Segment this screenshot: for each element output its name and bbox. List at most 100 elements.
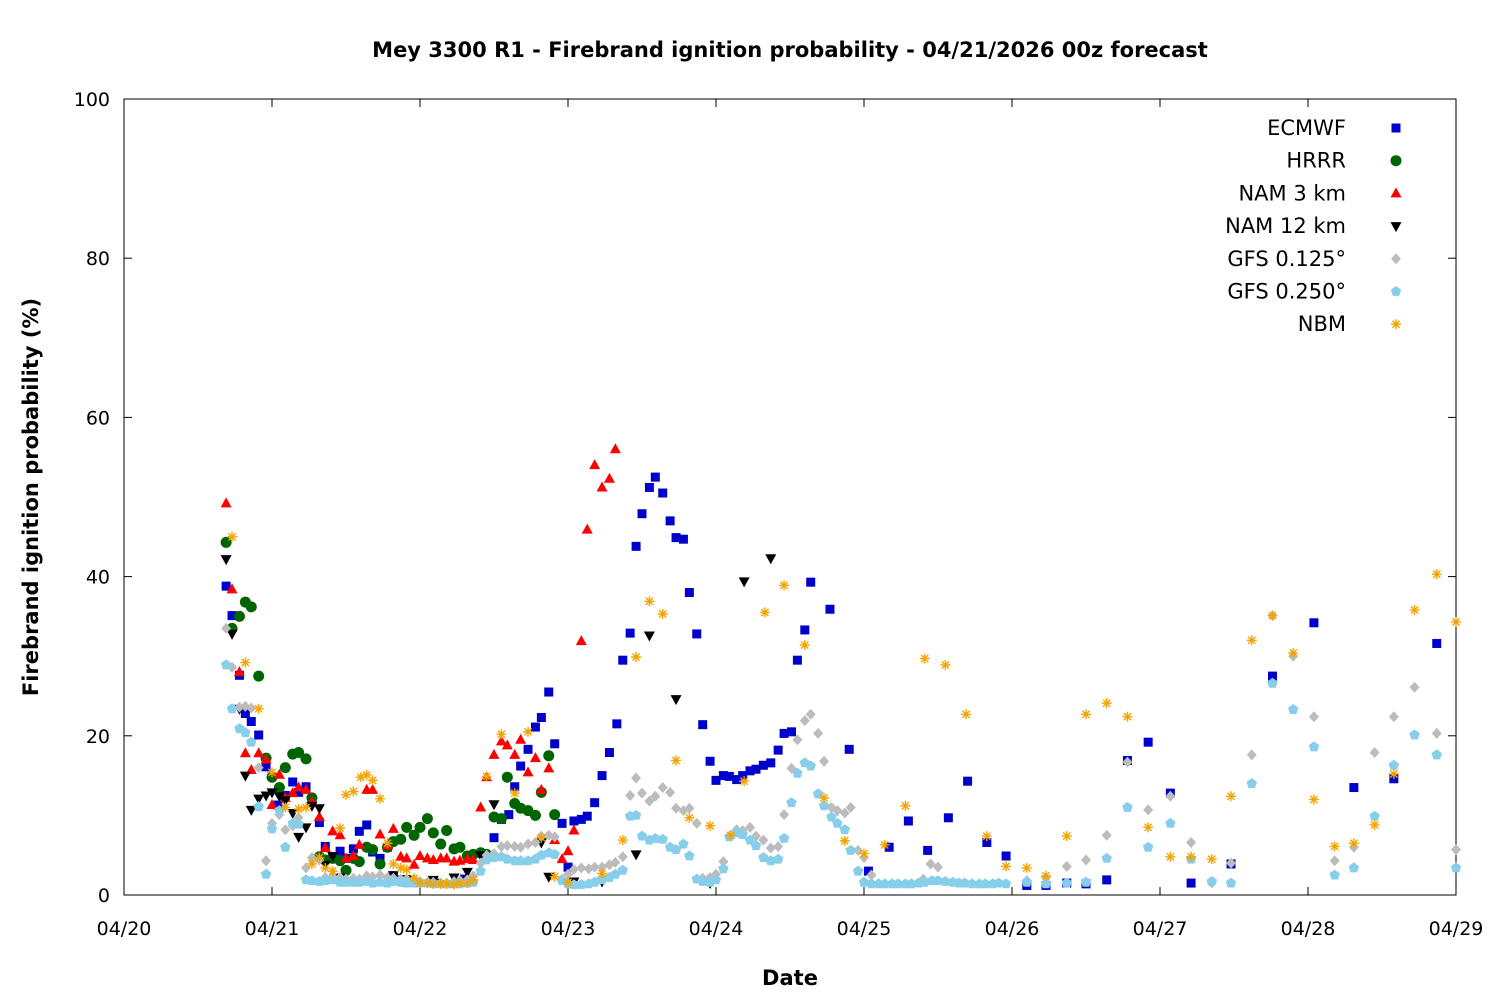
data-point [1348, 838, 1359, 849]
data-point [374, 876, 386, 887]
data-point [765, 554, 777, 565]
data-point [943, 813, 953, 823]
data-point [409, 873, 420, 884]
data-point [550, 739, 560, 749]
data-point [792, 734, 803, 746]
data-point [226, 629, 238, 640]
data-point [582, 811, 592, 821]
data-point [261, 855, 272, 867]
data-point [435, 878, 446, 889]
data-point [786, 797, 797, 808]
data-point [711, 775, 721, 785]
data-point [293, 818, 304, 829]
data-point [529, 752, 541, 763]
data-point [529, 809, 541, 821]
data-point [1206, 876, 1217, 886]
data-point [313, 810, 325, 821]
data-point [684, 802, 695, 814]
data-point [294, 787, 304, 797]
data-point [495, 813, 507, 825]
data-point [813, 727, 824, 739]
data-point [267, 767, 277, 778]
legend-marker [1390, 286, 1402, 296]
data-point [1186, 851, 1197, 862]
data-point [401, 852, 413, 863]
data-point [1369, 810, 1380, 821]
data-point [340, 864, 352, 876]
data-point [903, 816, 913, 826]
data-point [657, 609, 668, 620]
data-point [618, 655, 628, 665]
data-point [637, 787, 647, 799]
legend-marker [1391, 319, 1401, 330]
data-point [401, 877, 412, 888]
data-point [300, 823, 312, 834]
data-point [293, 832, 305, 843]
data-point [576, 879, 587, 890]
data-point [1450, 862, 1462, 873]
data-point [1308, 741, 1320, 752]
data-point [799, 715, 810, 727]
data-point [367, 775, 378, 786]
data-point [544, 687, 554, 697]
data-points [220, 443, 1462, 890]
data-point [495, 735, 507, 746]
data-point [1061, 860, 1072, 872]
data-point [819, 755, 830, 767]
data-point [563, 862, 573, 872]
data-point [401, 821, 413, 833]
data-point [1432, 638, 1442, 648]
data-point [220, 555, 232, 566]
data-point [839, 835, 850, 846]
data-point [253, 801, 264, 812]
data-point [678, 534, 688, 544]
data-point [462, 878, 473, 889]
data-point [906, 878, 917, 889]
data-point [603, 472, 615, 483]
data-point [395, 862, 406, 873]
data-point [1348, 862, 1360, 873]
data-point [597, 861, 608, 873]
data-point [239, 747, 251, 758]
data-point [738, 771, 748, 781]
data-point [1040, 878, 1052, 889]
data-point [341, 789, 351, 800]
data-point [961, 709, 972, 720]
data-point [355, 772, 366, 783]
data-point [1308, 711, 1319, 723]
data-point [427, 827, 439, 839]
data-point [367, 877, 378, 888]
data-point [671, 533, 681, 543]
data-point [314, 818, 324, 828]
data-point [306, 852, 317, 864]
data-point [501, 771, 513, 783]
data-point [980, 878, 991, 889]
data-point [671, 755, 682, 766]
data-point [966, 878, 978, 889]
x-axis: 04/20 04/21 04/22 04/23 04/24 04/25 04/26 04/27… [97, 99, 1483, 940]
data-point [576, 814, 586, 824]
data-point [779, 809, 790, 821]
x-tick-label: 04/23 [541, 918, 596, 940]
data-point [923, 845, 933, 855]
data-point [327, 851, 339, 862]
data-point [382, 838, 393, 849]
data-point [597, 771, 607, 781]
x-tick-label: 04/24 [689, 918, 744, 940]
data-point [805, 760, 816, 771]
data-point [334, 855, 346, 867]
data-point [657, 782, 668, 794]
data-point [273, 792, 285, 803]
data-point [563, 868, 573, 880]
data-point [609, 443, 621, 454]
data-point [818, 800, 830, 811]
data-point [1369, 747, 1380, 759]
data-point [631, 651, 642, 662]
data-point [1308, 794, 1319, 805]
data-point [1143, 822, 1154, 833]
data-point [335, 846, 345, 856]
data-point [454, 841, 466, 853]
legend-label: HRRR [1286, 149, 1346, 173]
data-point [643, 631, 655, 642]
data-point [260, 868, 272, 879]
